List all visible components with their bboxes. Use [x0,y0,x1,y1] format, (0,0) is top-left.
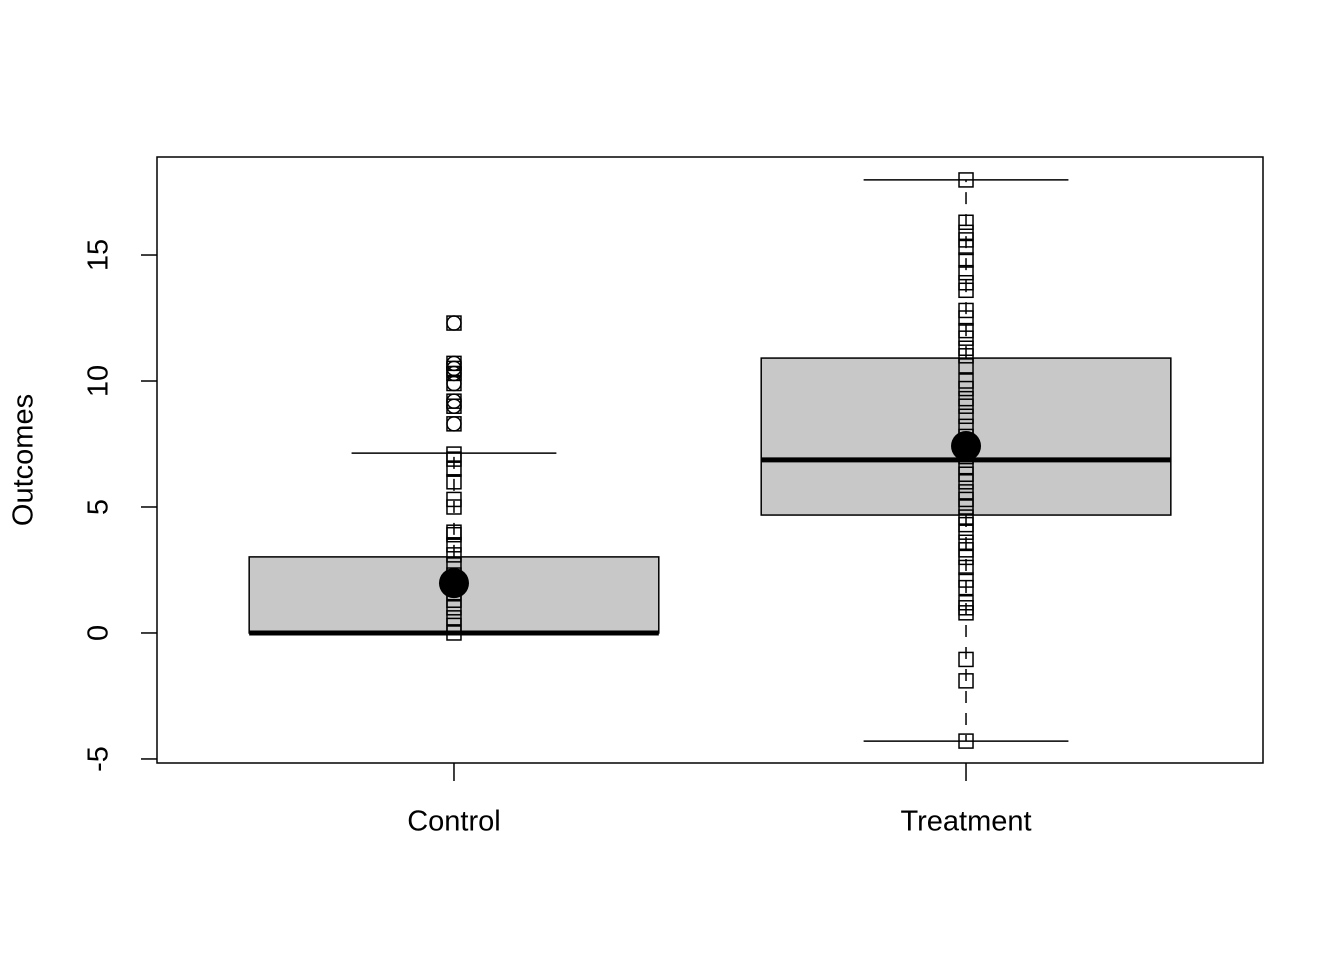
data-point [958,252,974,268]
mean [438,568,469,599]
data-point [958,214,974,231]
x-tick-label: Treatment [900,806,1031,838]
data-point [446,547,462,563]
y-tick-label: 15 [83,239,115,271]
data-point [446,610,462,626]
data-point [958,274,974,291]
data-point [958,673,974,689]
data-point [958,572,974,588]
data-point [446,416,462,432]
data-point [958,733,974,749]
data-point [958,484,974,500]
y-axis-label: Outcomes [8,394,40,526]
data-point [446,491,462,508]
outlier [446,416,462,432]
y-tick-label: 5 [83,499,115,515]
data-point [446,446,462,462]
plot-frame [156,156,1264,764]
data-point [958,302,974,319]
data-point [958,559,974,576]
data-point [958,408,974,425]
data-point [446,375,462,392]
data-point [958,651,974,668]
data-point [958,509,974,525]
data-point [446,315,462,331]
y-tick-label: 10 [83,365,115,397]
data-point [446,393,462,409]
data-point [446,474,462,490]
data-point [958,322,974,339]
data-point [958,534,974,551]
data-point [958,172,974,188]
y-tick-label: -5 [83,746,115,772]
data-point [958,264,974,281]
data-point [958,594,974,611]
data-point [958,358,974,374]
data-point [446,524,462,540]
mean [951,431,982,462]
data-point [958,373,974,389]
data-point [446,355,462,372]
outlier [446,315,462,331]
x-tick-label: Control [407,806,501,838]
data-point [958,224,974,241]
data-point [446,461,462,477]
y-tick-label: 0 [83,625,115,641]
data-point [958,340,974,356]
data-point [446,537,462,553]
data-point [958,390,974,407]
